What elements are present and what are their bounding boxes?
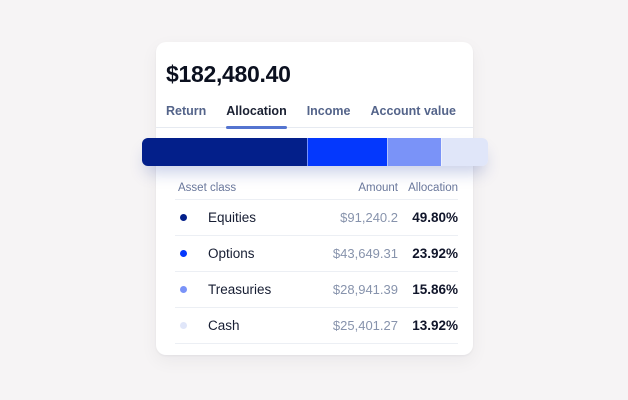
- tab-allocation[interactable]: Allocation: [226, 104, 288, 129]
- asset-allocation: 13.92%: [412, 318, 458, 333]
- options-color-dot: [180, 250, 187, 257]
- asset-amount: $43,649.31: [332, 246, 398, 261]
- allocation-stacked-bar: [142, 138, 488, 166]
- asset-allocation: 23.92%: [412, 246, 458, 261]
- asset-name: Equities: [208, 210, 257, 225]
- tab-bar: Return Allocation Income Account value: [156, 104, 473, 129]
- header-asset-class: Asset class: [178, 181, 237, 194]
- asset-amount: $91,240.2: [340, 210, 398, 225]
- asset-allocation: 49.80%: [412, 210, 458, 225]
- asset-name: Options: [208, 246, 255, 261]
- asset-allocation: 15.86%: [412, 282, 458, 297]
- bar-segment-equities[interactable]: [142, 138, 308, 166]
- table-row[interactable]: Cash $25,401.27 13.92%: [175, 308, 458, 344]
- asset-amount: $25,401.27: [332, 318, 398, 333]
- total-account-value: $182,480.40: [166, 61, 291, 87]
- allocation-table: Asset class Amount Allocation Equities $…: [175, 176, 458, 344]
- cash-color-dot: [180, 322, 187, 329]
- bar-segment-options[interactable]: [307, 138, 388, 166]
- asset-amount: $28,941.39: [332, 282, 398, 297]
- tab-account-value[interactable]: Account value: [370, 104, 456, 118]
- table-row[interactable]: Options $43,649.31 23.92%: [175, 236, 458, 272]
- equities-color-dot: [180, 214, 187, 221]
- bar-segment-treasuries[interactable]: [387, 138, 441, 166]
- asset-name: Cash: [208, 318, 240, 333]
- treasuries-color-dot: [180, 286, 187, 293]
- asset-name: Treasuries: [208, 282, 272, 297]
- header-allocation: Allocation: [408, 181, 458, 194]
- tab-income[interactable]: Income: [306, 104, 351, 118]
- bar-segment-cash[interactable]: [440, 138, 488, 166]
- table-row[interactable]: Equities $91,240.2 49.80%: [175, 200, 458, 236]
- table-row[interactable]: Treasuries $28,941.39 15.86%: [175, 272, 458, 308]
- tab-return[interactable]: Return: [166, 104, 207, 118]
- portfolio-card: $182,480.40 Return Allocation Income Acc…: [142, 42, 488, 355]
- table-header-row: Asset class Amount Allocation: [175, 176, 458, 200]
- header-amount: Amount: [358, 181, 398, 194]
